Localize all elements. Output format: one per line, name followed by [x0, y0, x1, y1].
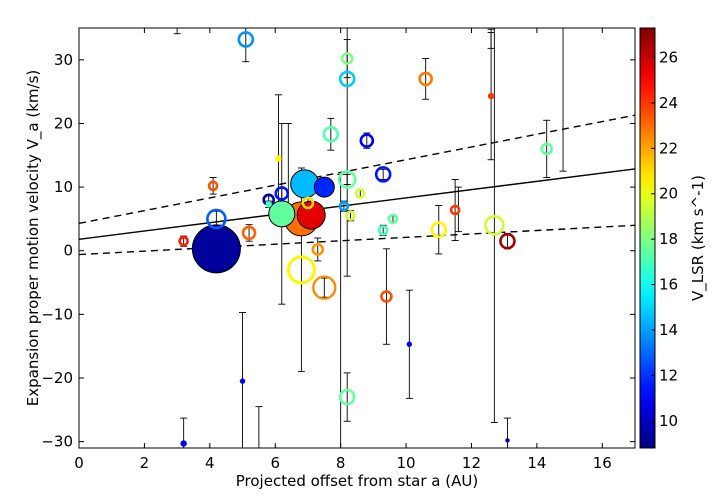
plot-frame — [78, 27, 636, 449]
data-point — [338, 70, 356, 88]
colorbar-gradient — [640, 28, 655, 448]
colorbar-tick-label: 20 — [659, 185, 678, 203]
colorbar-label: V_LSR (km s^-1) — [689, 175, 708, 301]
y-tick-label: −30 — [41, 433, 73, 451]
fit-line — [79, 168, 635, 240]
data-point — [275, 155, 282, 162]
fit-bound-line-1 — [79, 114, 635, 225]
data-point — [484, 214, 505, 236]
data-point — [207, 180, 219, 192]
data-point — [241, 225, 257, 241]
x-tick-label: 16 — [593, 454, 612, 472]
data-point — [191, 224, 241, 274]
x-tick-label: 12 — [462, 454, 481, 472]
x-tick-label: 14 — [527, 454, 546, 472]
fit-lines — [79, 114, 635, 256]
data-point — [449, 204, 461, 216]
x-tick-label: 0 — [74, 454, 84, 472]
data-point — [406, 341, 413, 348]
point-errorbar — [343, 372, 351, 422]
data-point — [338, 200, 350, 212]
colorbar: 10 12 14 16 18 20 22 24 26 V_LSR (km s^-1) — [639, 27, 708, 449]
colorbar-tick-label: 12 — [659, 366, 678, 384]
y-tick-label: 20 — [54, 114, 73, 132]
point-errorbar — [242, 28, 250, 63]
point-errorbar — [314, 237, 322, 262]
point-errorbar — [382, 248, 390, 345]
y-tick-label: 10 — [54, 178, 73, 196]
data-point — [430, 221, 448, 239]
extra-errorbar — [255, 406, 263, 448]
colorbar-tick-label: 24 — [659, 94, 678, 112]
colorbar-tick-label: 10 — [659, 412, 678, 430]
data-point — [337, 170, 357, 189]
data-points — [178, 31, 553, 447]
data-point — [178, 235, 189, 247]
point-errorbar — [435, 205, 443, 255]
data-point — [338, 388, 356, 406]
data-point — [340, 52, 354, 65]
data-point — [487, 92, 495, 100]
y-tick-label: 30 — [54, 51, 73, 69]
data-point — [499, 232, 516, 250]
data-point — [237, 31, 255, 48]
x-axis-label: Projected offset from star a (AU) — [236, 472, 478, 490]
data-point — [301, 196, 315, 210]
data-point — [374, 166, 392, 183]
extra-errorbar — [559, 28, 567, 172]
data-point — [322, 125, 340, 143]
point-errorbar — [451, 179, 459, 241]
x-tick-label: 8 — [336, 454, 346, 472]
data-point — [345, 210, 356, 222]
x-tick-label: 4 — [205, 454, 215, 472]
point-errorbar — [343, 173, 351, 185]
x-tick-label: 10 — [397, 454, 416, 472]
point-errorbar — [320, 277, 328, 298]
point-errorbar — [543, 119, 551, 178]
colorbar-frame — [639, 27, 656, 449]
x-tick-label: 2 — [140, 454, 150, 472]
point-errorbar — [209, 177, 217, 195]
data-point — [387, 213, 399, 225]
data-point — [380, 290, 393, 303]
data-point — [268, 200, 296, 228]
data-point — [311, 243, 325, 256]
colorbar-tick-label: 14 — [659, 321, 678, 339]
data-point — [286, 255, 316, 285]
x-tick-label: 6 — [270, 454, 280, 472]
colorbar-tick-label: 16 — [659, 276, 678, 294]
point-errorbar — [327, 117, 335, 151]
data-point — [239, 378, 246, 384]
data-point — [180, 440, 187, 447]
point-errorbar — [422, 58, 430, 100]
data-point — [313, 176, 335, 198]
data-point — [354, 188, 366, 199]
data-point — [206, 208, 227, 230]
data-point — [418, 71, 433, 87]
colorbar-tick-label: 18 — [659, 230, 678, 248]
data-point — [296, 200, 326, 230]
data-point — [312, 275, 337, 300]
y-tick-label: 0 — [63, 242, 73, 260]
y-axis-label: Expansion proper motion velocity V_a (km… — [24, 70, 43, 407]
data-point — [359, 133, 375, 148]
y-tick-label: −20 — [41, 369, 73, 387]
data-point — [265, 201, 272, 208]
fit-bound-line-2 — [79, 224, 635, 256]
point-errorbar — [490, 28, 498, 423]
data-point — [505, 438, 510, 443]
point-errorbar — [379, 168, 387, 180]
colorbar-tick-label: 22 — [659, 139, 678, 157]
y-tick-label: −10 — [41, 305, 73, 323]
data-point — [274, 186, 290, 201]
data-point — [377, 225, 389, 236]
data-point — [540, 142, 553, 156]
x-axis-ticks: 0 2 4 6 8 10 12 14 16 — [74, 28, 612, 472]
colorbar-ticks: 10 12 14 16 18 20 22 24 26 — [651, 49, 678, 430]
extra-errorbar — [487, 28, 495, 49]
colorbar-tick-label: 26 — [659, 49, 678, 67]
y-axis-ticks: −30 −20 −10 0 10 20 30 — [41, 51, 635, 451]
